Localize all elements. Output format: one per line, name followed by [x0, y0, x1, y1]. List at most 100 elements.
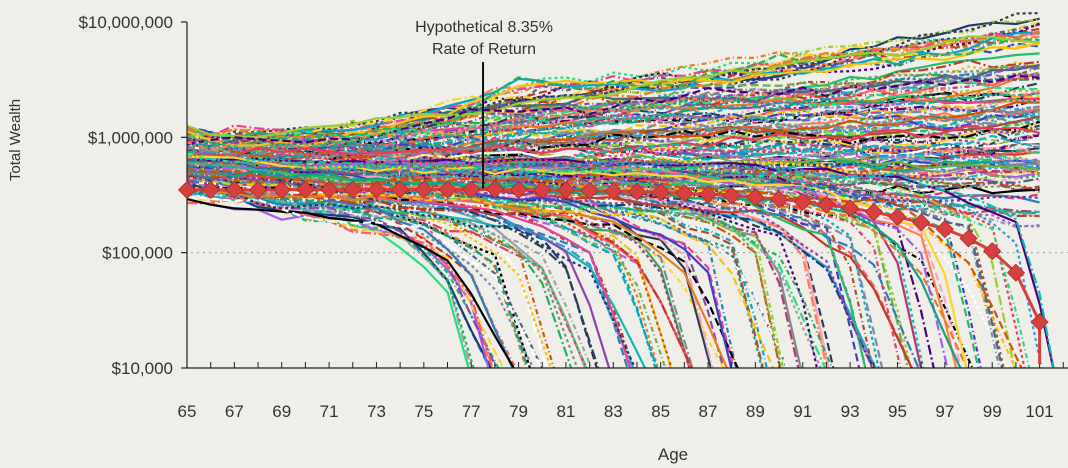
x-axis-title: Age — [658, 445, 688, 464]
surviving-path — [186, 105, 1040, 159]
depleting-path — [186, 194, 493, 369]
surviving-path — [186, 35, 1040, 139]
x-tick-label: 65 — [178, 402, 197, 421]
x-tick-label: 91 — [793, 402, 812, 421]
highlight-diamond-marker — [959, 229, 978, 248]
highlight-diamond-marker — [817, 195, 836, 214]
x-tick-label: 81 — [556, 402, 575, 421]
depleting-path — [186, 159, 828, 368]
depleting-path — [186, 187, 728, 369]
highlight-diamond-marker — [698, 185, 718, 204]
highlight-diamond-marker — [367, 180, 386, 199]
highlight-diamond-marker — [272, 180, 291, 199]
depleting-path — [186, 167, 785, 369]
highlight-diamond-marker — [177, 180, 197, 199]
x-tick-label: 69 — [272, 402, 291, 421]
highlight-diamond-marker — [556, 181, 575, 200]
surviving-path — [186, 80, 1040, 141]
x-tick-label: 79 — [509, 402, 528, 421]
axes-layer: $10,000,000 $1,000,000 $100,000 $10,000 65 67… — [78, 13, 1068, 421]
x-tick-label: 77 — [462, 402, 481, 421]
highlight-diamond-marker — [722, 186, 741, 205]
surviving-path — [186, 12, 1040, 143]
x-tick-label: 95 — [888, 402, 907, 421]
highlight-diamond-marker — [485, 180, 504, 199]
x-tick-label: 93 — [841, 402, 860, 421]
x-tick-label: 67 — [225, 402, 244, 421]
highlight-diamond-marker — [604, 182, 623, 201]
surviving-path — [186, 92, 1040, 160]
highlight-diamond-marker — [343, 180, 362, 199]
highlight-diamond-marker — [746, 188, 765, 207]
y-axis-title: Total Wealth — [7, 99, 24, 181]
x-tick-label: 83 — [604, 402, 623, 421]
x-tick-label: 89 — [746, 402, 765, 421]
x-tick-label: 73 — [367, 402, 386, 421]
depleting-path — [186, 182, 636, 369]
depleting-path — [186, 183, 529, 369]
x-tick-label: 75 — [414, 402, 433, 421]
highlight-diamond-marker — [296, 180, 315, 199]
annotation-line2: Rate of Return — [432, 41, 536, 58]
highlight-diamond-marker — [201, 180, 220, 199]
highlight-diamond-marker — [509, 180, 528, 199]
highlight-diamond-marker — [841, 199, 860, 218]
highlight-diamond-marker — [912, 213, 931, 232]
depleting-path — [186, 170, 673, 369]
depleting-path — [186, 182, 593, 369]
highlight-diamond-marker — [888, 207, 907, 227]
surviving-path — [186, 95, 1040, 155]
depleting-path — [186, 195, 543, 369]
x-tick-label: 97 — [935, 402, 954, 421]
highlight-diamond-marker — [627, 182, 647, 201]
surviving-path — [186, 108, 1040, 157]
annotation-layer: Hypothetical 8.35% Rate of Return — [415, 19, 553, 189]
depleting-path — [186, 161, 1001, 369]
surviving-path — [186, 120, 1040, 165]
highlight-diamond-marker — [675, 184, 694, 203]
highlight-diamond-marker — [770, 190, 789, 209]
surviving-path — [186, 155, 1040, 195]
depleting-path — [186, 154, 1031, 369]
surviving-path — [186, 153, 1040, 177]
depleting-path — [186, 183, 739, 369]
depleting-path — [186, 164, 691, 369]
depleting-path — [186, 170, 962, 369]
labels-layer: Age Total Wealth — [7, 99, 688, 464]
highlight-diamond-marker — [320, 180, 339, 199]
depleting-path — [186, 198, 515, 369]
depleting-path — [186, 165, 818, 369]
surviving-path — [186, 74, 1040, 146]
depleting-path — [186, 184, 694, 369]
highlight-diamond-marker — [580, 181, 599, 200]
highlight-diamond-marker — [533, 180, 552, 199]
depleting-path — [186, 150, 1043, 369]
highlight-diamond-marker — [391, 180, 410, 199]
depleting-path — [186, 168, 735, 369]
highlight-diamond-marker — [983, 242, 1002, 261]
surviving-path — [186, 85, 1040, 152]
x-tick-label: 85 — [651, 402, 670, 421]
highlight-diamond-marker — [248, 180, 268, 199]
depleting-path — [186, 158, 1004, 369]
depleting-path — [186, 196, 494, 369]
highlight-diamond-marker — [1030, 313, 1049, 332]
annotation-line1: Hypothetical 8.35% — [415, 19, 553, 36]
surviving-path — [186, 115, 1040, 162]
x-tick-label: 71 — [320, 402, 339, 421]
y-tick-label: $10,000 — [112, 359, 173, 378]
highlight-diamond-marker — [935, 220, 954, 239]
depleting-path — [186, 190, 544, 369]
simulated-paths-layer — [186, 12, 1055, 369]
depleting-path — [186, 163, 659, 369]
highlight-diamond-marker — [462, 180, 481, 199]
highlight-diamond-marker — [414, 180, 433, 199]
depleting-path — [186, 172, 555, 369]
surviving-path — [186, 82, 1040, 159]
highlight-diamond-marker — [438, 180, 457, 199]
x-tick-label: 87 — [699, 402, 718, 421]
highlight-diamond-marker — [1006, 263, 1025, 282]
highlight-diamond-marker — [864, 202, 883, 222]
